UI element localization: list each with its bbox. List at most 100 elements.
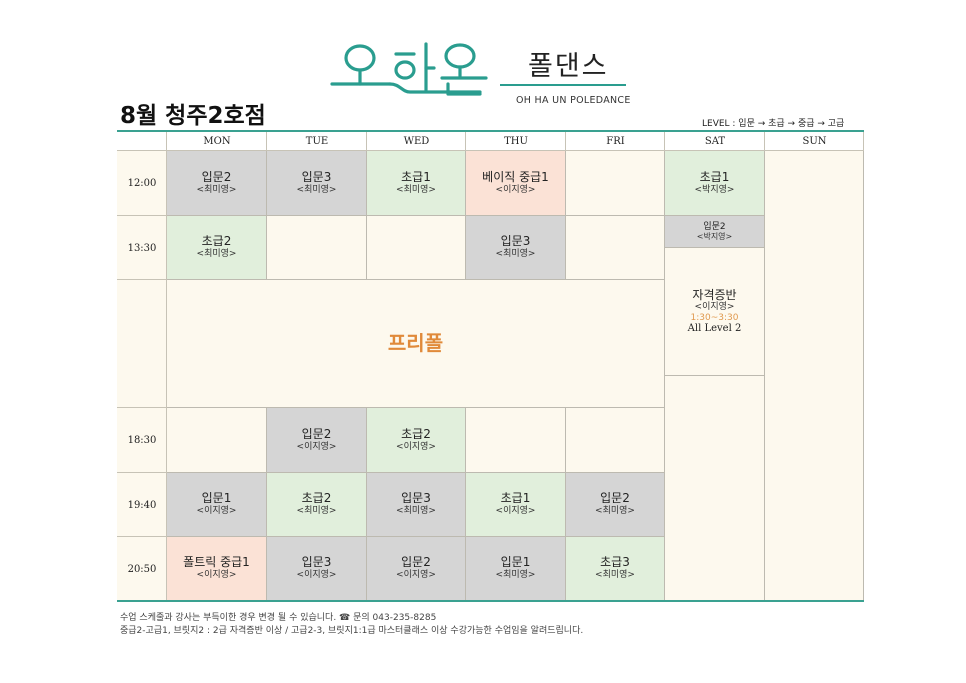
header-cell-sat [665, 132, 765, 151]
day-header-tue: TUE [305, 136, 329, 147]
instructor-name: <이지영> [396, 441, 436, 452]
day-header-thu: THU [504, 136, 528, 147]
class-level: All Level 2 [687, 322, 742, 334]
day-header-sun: SUN [802, 136, 827, 147]
class-slot-mon-1330: 초급2 <최미영> [167, 216, 267, 280]
time-label-1940: 19:40 [127, 499, 157, 511]
instructor-name: <박지영> [696, 232, 733, 242]
class-name: 초급2 [201, 234, 232, 249]
instructor-name: <최미영> [196, 184, 237, 195]
instructor-name: <박지영> [694, 184, 735, 195]
empty-slot-sat-evening [665, 376, 765, 601]
header-cell-sun [765, 132, 864, 151]
time-label-1200: 12:00 [127, 178, 157, 189]
empty-slot-wed-1330 [367, 216, 466, 280]
class-slot-mon-1940: 입문1 <이지영> [167, 473, 267, 537]
empty-slot-fri-1200 [566, 151, 665, 216]
empty-slot-tue-1330 [267, 216, 367, 280]
class-slot-tue-1940: 초급2 <최미영> [267, 473, 367, 537]
class-name: 폴트릭 중급1 [183, 555, 250, 570]
class-slot-mon-1200: 입문2 <최미영> [167, 151, 267, 216]
header-cell-tue [267, 132, 367, 151]
empty-slot-fri-1830 [566, 408, 665, 473]
class-name: 자격증반 [692, 287, 737, 302]
brand-korean-name: 폴댄스 [528, 51, 609, 82]
footer-note-eligibility: 중급2-고급1, 브릿지2 : 2급 자격증반 이상 / 고급2-3, 브릿지1… [120, 626, 584, 636]
footer-note-schedule: 수업 스케줄과 강사는 부득이한 경우 변경 될 수 있습니다. ☎ 문의 04… [120, 613, 437, 623]
instructor-name: <최미영> [396, 184, 436, 195]
instructor-name: <최미영> [495, 249, 536, 260]
instructor-name: <이지영> [495, 506, 536, 517]
class-name: 입문1 [500, 555, 531, 570]
empty-slot-mon-1830 [167, 408, 267, 473]
empty-slot-thu-1830 [466, 408, 566, 473]
class-slot-tue-1830: 입문2 <이지영> [267, 408, 367, 473]
time-cell [117, 408, 167, 473]
class-slot-fri-2050: 초급3 <최미영> [566, 537, 665, 601]
class-name: 초급2 [401, 426, 431, 441]
table-bottom-rule [117, 600, 864, 602]
class-slot-tue-1200: 입문3 <최미영> [267, 151, 367, 216]
class-slot-wed-2050: 입문2 <이지영> [367, 537, 466, 601]
instructor-name: <최미영> [595, 506, 635, 517]
page-title: 8월 청주2호점 [120, 103, 266, 129]
instructor-name: <최미영> [595, 570, 635, 581]
header-cell-fri [566, 132, 665, 151]
time-cell [117, 216, 167, 280]
empty-slot-sun [765, 151, 864, 601]
header-corner-cell [117, 132, 167, 151]
instructor-name: <이지영> [196, 570, 237, 581]
class-name: 초급1 [500, 491, 531, 506]
class-slot-thu-1330: 입문3 <최미영> [466, 216, 566, 280]
free-pole-block: 프리폴 [167, 280, 665, 408]
brand-english-name: OH HA UN POLEDANCE [516, 95, 631, 106]
instructor-name: <이지영> [495, 184, 536, 195]
instructor-name: <이지영> [196, 506, 237, 517]
header-cell-mon [167, 132, 267, 151]
class-slot-sat-1330: 입문2 <박지영> [665, 216, 765, 248]
class-name: 베이직 중급1 [482, 169, 549, 184]
class-name: 초급2 [301, 491, 332, 506]
header-cell-wed [367, 132, 466, 151]
instructor-name: <최미영> [296, 506, 337, 517]
table-top-rule [117, 130, 864, 132]
instructor-name: <최미영> [196, 249, 237, 260]
class-name: 초급1 [401, 169, 431, 184]
brand-logo [330, 42, 488, 96]
instructor-name: <최미영> [296, 184, 337, 195]
class-name: 입문3 [401, 491, 431, 506]
instructor-name: <이지영> [396, 570, 436, 581]
class-name: 초급3 [600, 555, 630, 570]
time-cell [117, 280, 167, 408]
instructor-name: <최미영> [396, 506, 436, 517]
class-slot-mon-2050: 폴트릭 중급1 <이지영> [167, 537, 267, 601]
class-name: 초급1 [699, 169, 730, 184]
class-slot-sat-certification: 자격증반 <이지영> 1:30~3:30 All Level 2 [665, 248, 765, 376]
class-slot-tue-2050: 입문3 <이지영> [267, 537, 367, 601]
class-name: 입문2 [703, 221, 726, 232]
class-name: 입문2 [201, 169, 232, 184]
level-legend: LEVEL : 입문 → 초급 → 중급 → 고급 [702, 119, 845, 129]
day-header-sat: SAT [704, 136, 726, 147]
class-name: 입문2 [301, 426, 332, 441]
brand-underline [500, 84, 626, 86]
day-header-fri: FRI [606, 136, 625, 147]
instructor-name: <최미영> [495, 570, 536, 581]
time-label-1830: 18:30 [127, 435, 157, 446]
class-slot-sat-1200: 초급1 <박지영> [665, 151, 765, 216]
empty-slot-fri-1330 [566, 216, 665, 280]
class-name: 입문3 [500, 234, 531, 249]
class-slot-wed-1830: 초급2 <이지영> [367, 408, 466, 473]
time-cell [117, 473, 167, 537]
class-name: 입문3 [301, 555, 332, 570]
day-header-mon: MON [203, 136, 231, 147]
class-slot-thu-1940: 초급1 <이지영> [466, 473, 566, 537]
class-name: 입문2 [401, 555, 431, 570]
instructor-name: <이지영> [694, 302, 735, 313]
header-cell-thu [466, 132, 566, 151]
class-name: 입문3 [301, 169, 332, 184]
class-slot-wed-1200: 초급1 <최미영> [367, 151, 466, 216]
instructor-name: <이지영> [296, 570, 337, 581]
time-label-2050: 20:50 [127, 563, 157, 575]
time-label-1330: 13:30 [127, 242, 157, 254]
